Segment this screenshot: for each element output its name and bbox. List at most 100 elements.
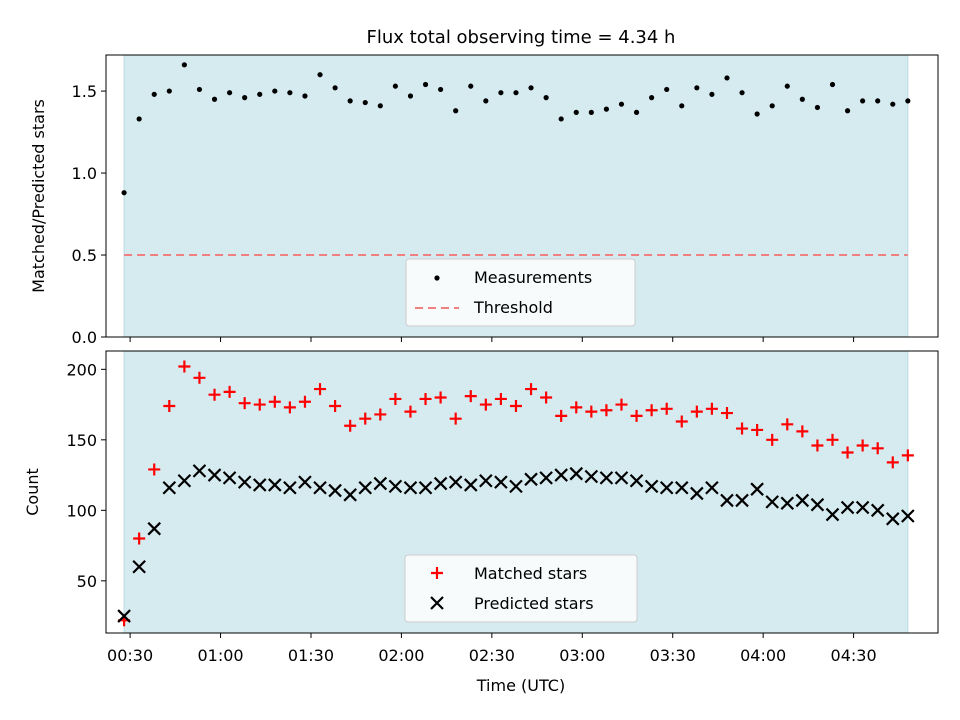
measurement-point [875, 98, 881, 104]
top-y-tick-label: 0.5 [72, 246, 97, 265]
matched-star-point [494, 392, 507, 405]
measurement-point [302, 93, 308, 99]
matched-star-point [344, 419, 357, 432]
matched-star-point [434, 391, 447, 404]
predicted-star-point [298, 475, 312, 489]
matched-star-point [645, 404, 658, 417]
measurement-point [287, 90, 293, 96]
predicted-star-point [252, 478, 267, 492]
measurement-point [468, 83, 474, 89]
measurement-point [211, 96, 218, 102]
predicted-star-point [222, 471, 237, 485]
predicted-star-point [418, 480, 433, 495]
measurement-point [890, 101, 896, 107]
predicted-star-point [584, 469, 599, 484]
matched-star-point [585, 405, 598, 418]
measurement-point [422, 81, 429, 88]
bottom-legend: Matched stars Predicted stars [404, 554, 638, 623]
predicted-star-point [132, 559, 146, 574]
top-y-tick-label: 1.0 [72, 164, 97, 183]
top-y-tick-label: 1.5 [72, 82, 97, 101]
bottom-x-tick-label: 04:00 [740, 646, 786, 665]
predicted-star-point [690, 486, 704, 501]
matched-star-point [238, 397, 251, 410]
measurement-point [618, 101, 625, 107]
matched-star-point [720, 407, 733, 420]
predicted-star-point [373, 476, 388, 491]
matched-stars-series [118, 360, 914, 627]
measurement-point [799, 96, 805, 102]
top-y-axis: 0.0 0.5 1.0 1.5 [72, 82, 106, 347]
measurement-point [649, 95, 655, 101]
measurement-point [438, 86, 444, 93]
measurement-point [709, 91, 715, 97]
measurement-point [257, 91, 263, 97]
bottom-y-tick-label: 200 [66, 360, 97, 379]
predicted-star-point [177, 473, 192, 488]
matched-star-point [766, 433, 779, 446]
predicted-star-point [358, 480, 373, 495]
top-legend: Measurements Threshold [405, 258, 636, 327]
predicted-star-point [162, 480, 177, 495]
measurement-point [332, 85, 338, 91]
measurement-point [181, 62, 187, 68]
predicted-star-point [569, 466, 584, 481]
measurement-point [679, 103, 685, 109]
x-axis-label: Time (UTC) [476, 676, 565, 695]
bottom-x-tick-label: 01:00 [197, 646, 243, 665]
predicted-star-point [147, 521, 162, 536]
legend-label-predicted-stars: Predicted stars [474, 594, 594, 613]
matched-star-point [268, 395, 281, 408]
predicted-star-point [886, 512, 900, 526]
matched-star-point [705, 402, 718, 415]
measurement-point [392, 83, 398, 89]
predicted-star-point [328, 483, 342, 498]
matched-star-point [675, 415, 688, 428]
measurement-point [860, 98, 866, 104]
predicted-star-point [479, 473, 493, 488]
matched-star-point [359, 412, 372, 425]
predicted-star-point [825, 507, 840, 522]
predicted-star-point [644, 479, 659, 494]
legend-marker-matched-stars [431, 567, 443, 579]
matched-star-point [796, 425, 809, 438]
measurement-point [829, 81, 836, 88]
predicted-star-point [207, 468, 222, 482]
predicted-star-point [403, 480, 418, 495]
measurement-point [498, 90, 504, 96]
measurement-point [814, 104, 821, 111]
measurement-point [558, 116, 564, 122]
measurement-point [784, 83, 790, 89]
matched-star-point [374, 408, 387, 421]
matched-star-point [811, 439, 824, 452]
legend-label-matched-stars: Matched stars [474, 564, 587, 583]
predicted-star-point [810, 497, 825, 512]
predicted-star-point [780, 496, 795, 511]
matched-star-point [208, 388, 221, 401]
bottom-x-tick-label: 01:30 [288, 646, 334, 665]
measurement-point [664, 86, 670, 93]
matched-star-point [615, 398, 628, 411]
matched-star-point [449, 412, 462, 425]
matched-star-point [329, 399, 342, 412]
legend-label-measurements: Measurements [474, 268, 592, 287]
bottom-x-tick-label: 00:30 [107, 646, 153, 665]
predicted-star-point [614, 471, 629, 485]
measurement-point [272, 88, 278, 94]
measurement-point [407, 93, 414, 99]
predicted-star-point [901, 509, 915, 523]
predicted-star-point [705, 480, 719, 495]
measurement-point [196, 86, 203, 93]
measurement-point [513, 90, 519, 96]
matched-star-point [540, 391, 553, 404]
measurement-point [362, 99, 368, 106]
matched-star-point [148, 463, 161, 476]
measurement-point [317, 72, 323, 78]
measurement-point [151, 91, 157, 97]
matched-star-point [314, 383, 327, 396]
predicted-star-point [720, 493, 734, 508]
predicted-star-point [750, 482, 764, 496]
bottom-legend-box [404, 554, 638, 623]
measurement-point [588, 109, 594, 115]
predicted-star-point [192, 464, 207, 478]
